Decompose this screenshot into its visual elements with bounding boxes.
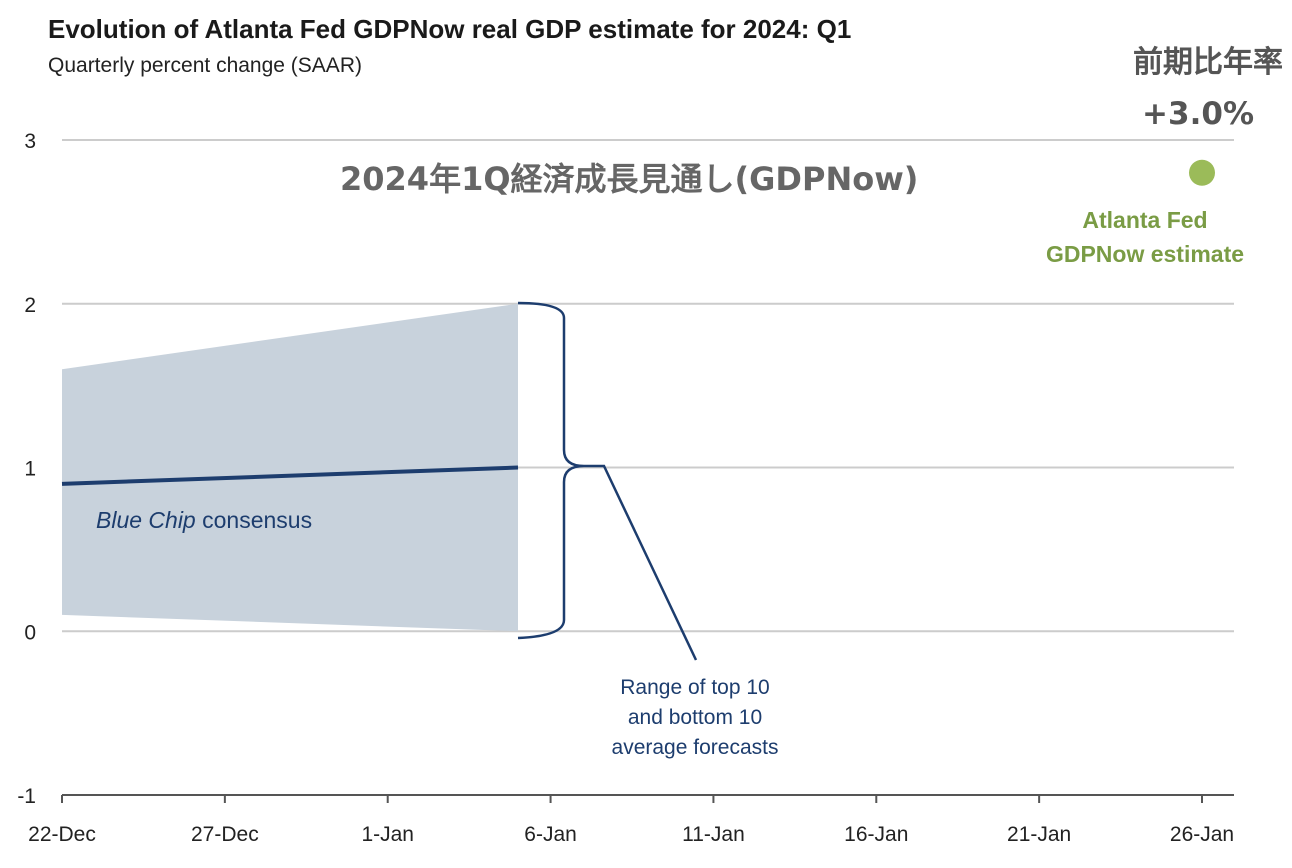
x-axis <box>61 794 1234 803</box>
x-tick-label: 27-Dec <box>191 823 259 846</box>
x-tick-label: 22-Dec <box>28 823 96 846</box>
gdpnow-estimate-point <box>1189 159 1215 186</box>
range-label-line1: Range of top 10 <box>620 676 769 699</box>
gdpnow-point-layer <box>1189 159 1215 186</box>
y-tick-label: -1 <box>17 785 36 808</box>
y-tick-label: 1 <box>24 458 36 481</box>
consensus-line-layer <box>61 465 519 486</box>
range-bracket <box>517 301 585 640</box>
jp-rate-label: 前期比年率 <box>1133 45 1283 80</box>
x-tick-label: 16-Jan <box>844 823 908 846</box>
x-tick-label: 11-Jan <box>682 823 745 846</box>
chart-title: Evolution of Atlanta Fed GDPNow real GDP… <box>48 14 852 44</box>
x-tick-label: 6-Jan <box>524 823 577 846</box>
forecast-range-band-layer <box>62 303 518 632</box>
bluechip-consensus-line <box>61 465 519 486</box>
gdpnow-label-line1: Atlanta Fed <box>1082 207 1207 233</box>
y-axis-ticks: -1 0 1 2 3 <box>17 130 36 808</box>
bluechip-consensus-label: Blue Chip consensus <box>96 507 312 533</box>
y-tick-label: 2 <box>24 294 36 317</box>
y-tick-label: 3 <box>24 130 36 153</box>
jp-forecast-title: 2024年1Q経済成長見通し(GDPNow) <box>340 160 918 198</box>
range-label-line2: and bottom 10 <box>628 706 762 729</box>
x-axis-ticks: 22-Dec 27-Dec 1-Jan 6-Jan 11-Jan 16-Jan 21-Jan… <box>28 823 1234 846</box>
x-tick-label: 21-Jan <box>1007 823 1071 846</box>
y-tick-label: 0 <box>24 621 36 644</box>
chart-subtitle: Quarterly percent change (SAAR) <box>48 54 362 77</box>
x-tick-label: 1-Jan <box>361 823 414 846</box>
range-pointer-line <box>584 464 698 661</box>
bluechip-rest: consensus <box>196 507 312 533</box>
range-label-line3: average forecasts <box>612 736 779 759</box>
x-tick-label: 26-Jan <box>1170 823 1234 846</box>
forecast-range-band <box>62 303 518 632</box>
gdpnow-label-line2: GDPNow estimate <box>1046 241 1244 267</box>
bluechip-italic: Blue Chip <box>96 507 196 533</box>
jp-rate-value: +3.0% <box>1142 96 1254 132</box>
